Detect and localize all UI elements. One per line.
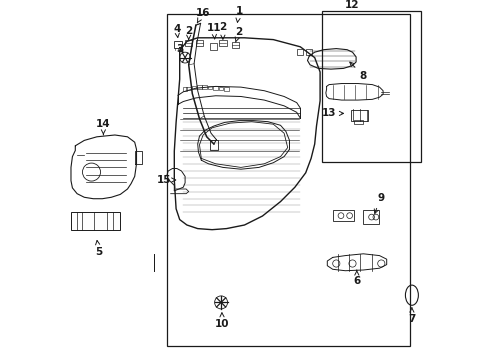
Text: 16: 16 xyxy=(196,8,210,23)
Bar xyxy=(231,42,239,48)
Bar xyxy=(306,49,311,55)
Text: 1: 1 xyxy=(235,6,242,22)
Text: 9: 9 xyxy=(373,193,384,213)
Bar xyxy=(197,85,201,89)
Bar xyxy=(209,140,218,150)
Bar xyxy=(182,87,187,91)
Text: 11: 11 xyxy=(206,23,221,39)
Bar xyxy=(191,86,196,89)
Text: 13: 13 xyxy=(321,108,343,118)
Bar xyxy=(202,85,206,89)
Bar xyxy=(213,86,218,90)
Bar xyxy=(219,40,226,46)
Text: 10: 10 xyxy=(215,313,229,329)
Bar xyxy=(350,110,367,121)
Text: 14: 14 xyxy=(96,119,110,135)
Text: 15: 15 xyxy=(157,175,175,185)
Text: 3: 3 xyxy=(177,44,183,54)
Bar xyxy=(210,43,217,50)
Bar xyxy=(321,11,420,162)
Bar xyxy=(353,120,362,124)
Bar xyxy=(332,210,354,221)
Text: 5: 5 xyxy=(95,240,102,257)
Text: 8: 8 xyxy=(349,62,366,81)
Bar xyxy=(185,40,192,46)
Bar xyxy=(186,87,190,90)
Bar xyxy=(71,212,120,230)
Text: 4: 4 xyxy=(173,24,180,37)
Bar xyxy=(363,210,379,224)
Text: 2: 2 xyxy=(235,27,242,42)
Bar xyxy=(196,40,203,46)
Text: 6: 6 xyxy=(352,270,360,286)
Bar xyxy=(173,41,182,48)
Bar xyxy=(297,49,303,55)
Text: 7: 7 xyxy=(407,308,415,324)
Bar xyxy=(224,87,228,91)
Bar xyxy=(218,87,223,90)
Bar xyxy=(167,14,409,346)
Text: 12: 12 xyxy=(345,0,359,10)
Text: 2: 2 xyxy=(219,22,226,39)
Bar xyxy=(207,86,212,89)
Text: 2: 2 xyxy=(184,26,192,39)
